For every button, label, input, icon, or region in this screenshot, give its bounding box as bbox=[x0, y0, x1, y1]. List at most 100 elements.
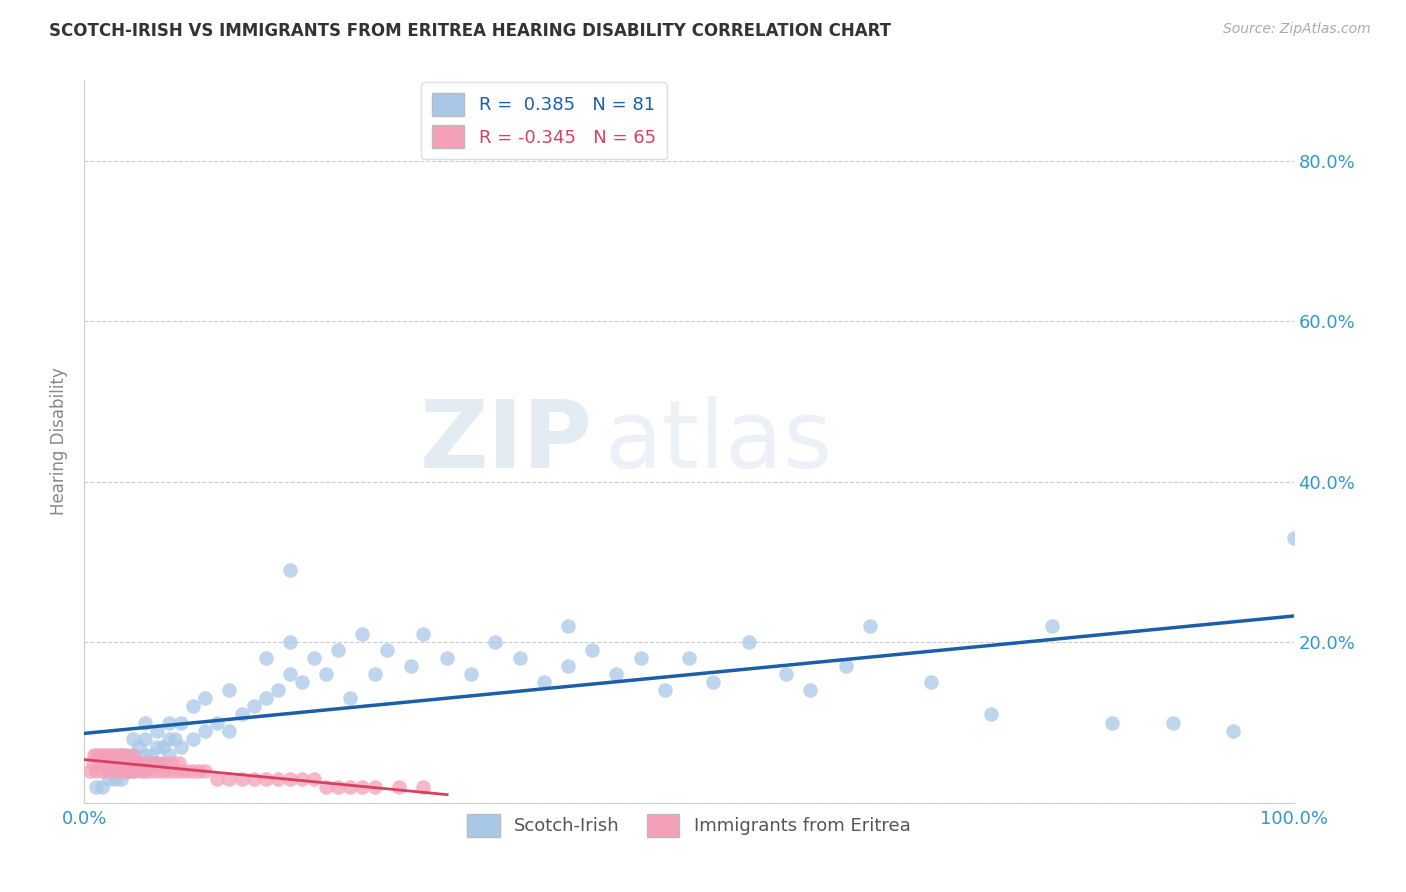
Point bbox=[315, 780, 337, 794]
Point bbox=[160, 756, 183, 770]
Point bbox=[509, 651, 531, 665]
Point bbox=[121, 731, 143, 746]
Point bbox=[484, 635, 506, 649]
Point bbox=[86, 747, 108, 762]
Point bbox=[97, 764, 120, 778]
Point bbox=[134, 731, 156, 746]
Point bbox=[218, 723, 240, 738]
Point bbox=[278, 563, 301, 577]
Point bbox=[157, 715, 180, 730]
Point bbox=[1222, 723, 1244, 738]
Point bbox=[94, 756, 117, 770]
Point bbox=[738, 635, 761, 649]
Point bbox=[89, 747, 111, 762]
Point bbox=[117, 756, 139, 770]
Point bbox=[267, 772, 290, 786]
Point bbox=[146, 739, 169, 754]
Point bbox=[254, 651, 277, 665]
Point bbox=[157, 731, 180, 746]
Point bbox=[170, 764, 193, 778]
Point bbox=[148, 756, 170, 770]
Point bbox=[157, 747, 180, 762]
Point bbox=[165, 764, 187, 778]
Point bbox=[194, 764, 217, 778]
Point bbox=[388, 780, 411, 794]
Point bbox=[110, 747, 132, 762]
Point bbox=[231, 707, 253, 722]
Point bbox=[146, 723, 169, 738]
Point bbox=[104, 764, 127, 778]
Point bbox=[115, 747, 138, 762]
Point bbox=[654, 683, 676, 698]
Point bbox=[104, 747, 127, 762]
Text: Source: ZipAtlas.com: Source: ZipAtlas.com bbox=[1223, 22, 1371, 37]
Point bbox=[134, 747, 156, 762]
Point bbox=[120, 764, 142, 778]
Point bbox=[302, 772, 325, 786]
Point bbox=[91, 764, 114, 778]
Point bbox=[207, 772, 229, 786]
Point bbox=[375, 643, 398, 657]
Point bbox=[291, 675, 314, 690]
Point bbox=[112, 747, 135, 762]
Point bbox=[101, 747, 124, 762]
Point bbox=[167, 756, 190, 770]
Point bbox=[436, 651, 458, 665]
Point bbox=[136, 756, 159, 770]
Point bbox=[124, 764, 146, 778]
Point bbox=[412, 780, 434, 794]
Point bbox=[139, 747, 162, 762]
Point bbox=[104, 772, 127, 786]
Point bbox=[352, 627, 374, 641]
Point bbox=[557, 659, 579, 673]
Point bbox=[207, 715, 229, 730]
Point bbox=[254, 691, 277, 706]
Point bbox=[799, 683, 821, 698]
Point bbox=[170, 739, 193, 754]
Point bbox=[97, 764, 120, 778]
Point bbox=[242, 772, 264, 786]
Point bbox=[291, 772, 314, 786]
Point bbox=[134, 764, 156, 778]
Point bbox=[97, 747, 120, 762]
Point bbox=[121, 747, 143, 762]
Point bbox=[134, 764, 156, 778]
Point bbox=[278, 635, 301, 649]
Point bbox=[363, 667, 385, 681]
Point bbox=[835, 659, 858, 673]
Point bbox=[115, 764, 138, 778]
Point bbox=[115, 764, 138, 778]
Point bbox=[110, 747, 132, 762]
Point bbox=[112, 756, 135, 770]
Point bbox=[165, 731, 187, 746]
Point bbox=[146, 764, 169, 778]
Point bbox=[363, 780, 385, 794]
Point bbox=[157, 764, 180, 778]
Point bbox=[110, 764, 132, 778]
Point bbox=[278, 667, 301, 681]
Point bbox=[278, 772, 301, 786]
Text: SCOTCH-IRISH VS IMMIGRANTS FROM ERITREA HEARING DISABILITY CORRELATION CHART: SCOTCH-IRISH VS IMMIGRANTS FROM ERITREA … bbox=[49, 22, 891, 40]
Point bbox=[1040, 619, 1063, 633]
Point bbox=[139, 764, 162, 778]
Point bbox=[605, 667, 627, 681]
Point bbox=[339, 691, 361, 706]
Point bbox=[339, 780, 361, 794]
Point bbox=[315, 667, 337, 681]
Point bbox=[104, 756, 127, 770]
Point bbox=[152, 764, 174, 778]
Point bbox=[920, 675, 942, 690]
Point bbox=[328, 780, 350, 794]
Point bbox=[194, 723, 217, 738]
Point bbox=[678, 651, 700, 665]
Point bbox=[155, 756, 177, 770]
Text: ZIP: ZIP bbox=[419, 395, 592, 488]
Point bbox=[152, 739, 174, 754]
Point bbox=[107, 747, 129, 762]
Point bbox=[328, 643, 350, 657]
Point bbox=[188, 764, 211, 778]
Point bbox=[218, 683, 240, 698]
Point bbox=[142, 756, 165, 770]
Point bbox=[412, 627, 434, 641]
Point bbox=[128, 739, 150, 754]
